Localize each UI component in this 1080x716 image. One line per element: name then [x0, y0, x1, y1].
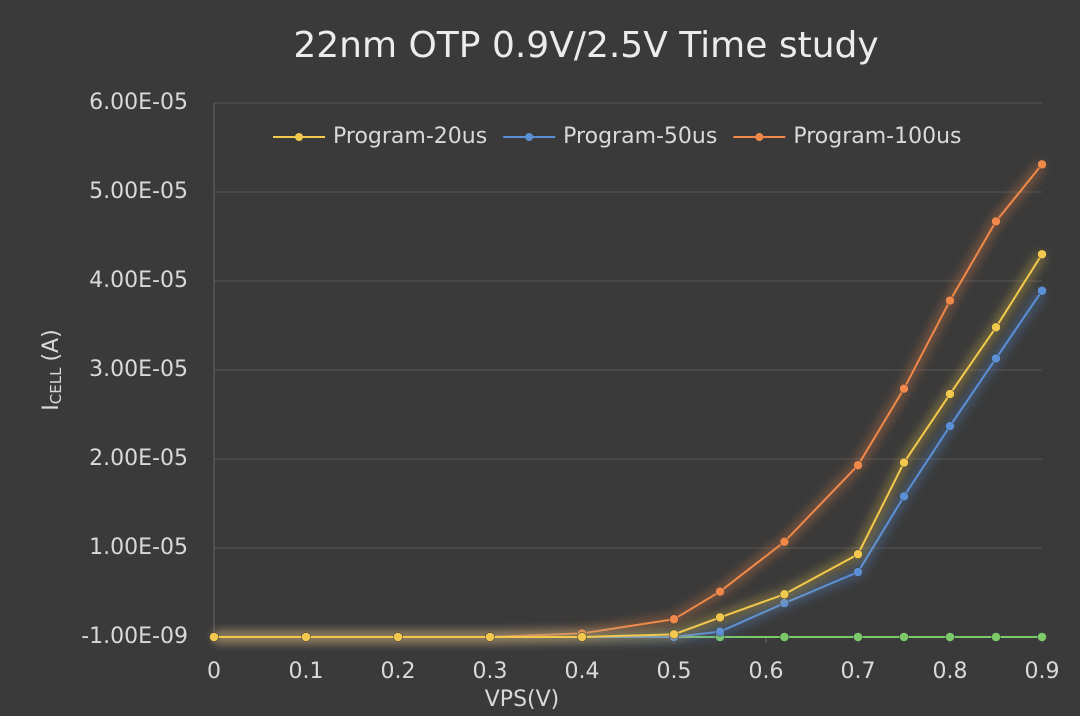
marker: [899, 632, 909, 642]
marker: [1037, 249, 1047, 260]
legend-marker: [525, 133, 534, 141]
marker: [991, 353, 1001, 364]
y-tick-label: 1.00E-05: [89, 535, 188, 560]
marker: [945, 632, 955, 642]
marker: [577, 632, 587, 642]
x-tick-label: 0: [207, 659, 221, 684]
marker: [485, 632, 495, 642]
legend-marker: [755, 133, 764, 141]
y-tick-label: -1.00E-09: [81, 624, 188, 649]
legend-marker: [295, 133, 303, 141]
x-tick-label: 0.3: [473, 659, 508, 684]
marker: [1037, 159, 1047, 170]
x-axis-label: VPS(V): [485, 687, 560, 712]
x-tick-label: 0.9: [1025, 659, 1060, 684]
marker: [209, 632, 219, 642]
y-tick-label: 5.00E-05: [89, 179, 188, 204]
y-tick-label: 6.00E-05: [89, 90, 188, 115]
marker: [669, 614, 679, 624]
marker: [899, 491, 909, 502]
marker: [945, 421, 955, 431]
x-tick-label: 0.7: [841, 659, 876, 684]
marker: [393, 632, 403, 642]
marker: [945, 389, 955, 399]
x-tick-label: 0.4: [565, 659, 600, 684]
marker: [715, 612, 725, 623]
y-axis-label: ICELL (A): [39, 329, 65, 410]
marker: [991, 632, 1001, 642]
marker: [1037, 632, 1047, 642]
marker: [991, 216, 1001, 227]
x-tick-label: 0.8: [933, 659, 968, 684]
y-label-main: I: [39, 404, 64, 411]
marker: [945, 295, 955, 306]
marker: [669, 629, 679, 640]
marker: [853, 460, 863, 470]
marker: [715, 626, 725, 637]
legend-label: Program-100us: [793, 124, 961, 149]
y-label-sub: CELL: [47, 367, 65, 404]
marker: [991, 322, 1001, 333]
x-tick-label: 0.5: [657, 659, 692, 684]
marker: [899, 457, 909, 468]
marker: [779, 632, 790, 642]
y-tick-label: 3.00E-05: [89, 357, 188, 382]
marker: [715, 586, 725, 597]
x-tick-label: 0.2: [381, 659, 416, 684]
marker: [899, 383, 909, 394]
marker: [853, 567, 863, 577]
y-tick-label: 2.00E-05: [89, 446, 188, 471]
x-tick-label: 0.6: [749, 659, 784, 684]
marker: [779, 537, 790, 547]
marker: [301, 632, 311, 642]
marker: [853, 549, 863, 559]
legend-label: Program-50us: [563, 124, 717, 149]
marker: [1037, 286, 1047, 296]
x-tick-label: 0.1: [289, 659, 324, 684]
chart-title: 22nm OTP 0.9V/2.5V Time study: [293, 25, 878, 66]
y-label-unit: (A): [39, 329, 64, 361]
legend-label: Program-20us: [333, 124, 487, 149]
marker: [853, 632, 863, 642]
marker: [779, 589, 790, 600]
y-tick-label: 4.00E-05: [89, 268, 188, 293]
